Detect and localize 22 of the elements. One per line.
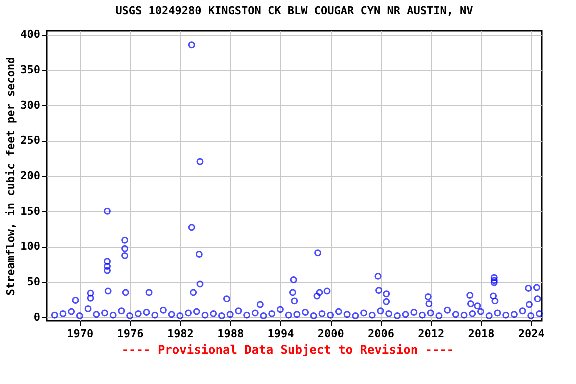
text: ---- Provisional Data Subject to Revision ----: [120, 343, 456, 357]
x-tick-label: 1982: [167, 328, 194, 340]
y-tick-label: 400: [20, 28, 40, 42]
y-tick-label: 350: [20, 63, 40, 76]
y-tick-label: 0: [34, 310, 40, 324]
x-tick-label: 1970: [67, 328, 94, 340]
x-tick-label: 2012: [418, 328, 445, 340]
x-tick-label: 1976: [117, 328, 144, 340]
y-tick-label: 250: [20, 134, 40, 148]
x-tick-label: 2000: [318, 328, 344, 340]
x-tick-label: 2024: [518, 328, 546, 340]
y-tick-label: 150: [20, 204, 40, 218]
chart-title: USGS 10249280 KINGSTON CK BLW COUGAR CYN NR AUSTIN, NV: [116, 4, 474, 18]
y-tick-label: 50: [27, 276, 40, 289]
y-tick-label: 200: [20, 170, 40, 182]
y-axis-title: Streamflow, in cubic feet per second: [4, 57, 18, 296]
x-tick-label: 1988: [218, 328, 244, 340]
x-tick-label: 1994: [268, 328, 295, 340]
y-tick-label: 300: [20, 98, 40, 112]
x-tick-label: 2006: [368, 328, 395, 340]
x-tick-label: 2018: [468, 328, 495, 340]
y-tick-label: 100: [20, 240, 40, 254]
